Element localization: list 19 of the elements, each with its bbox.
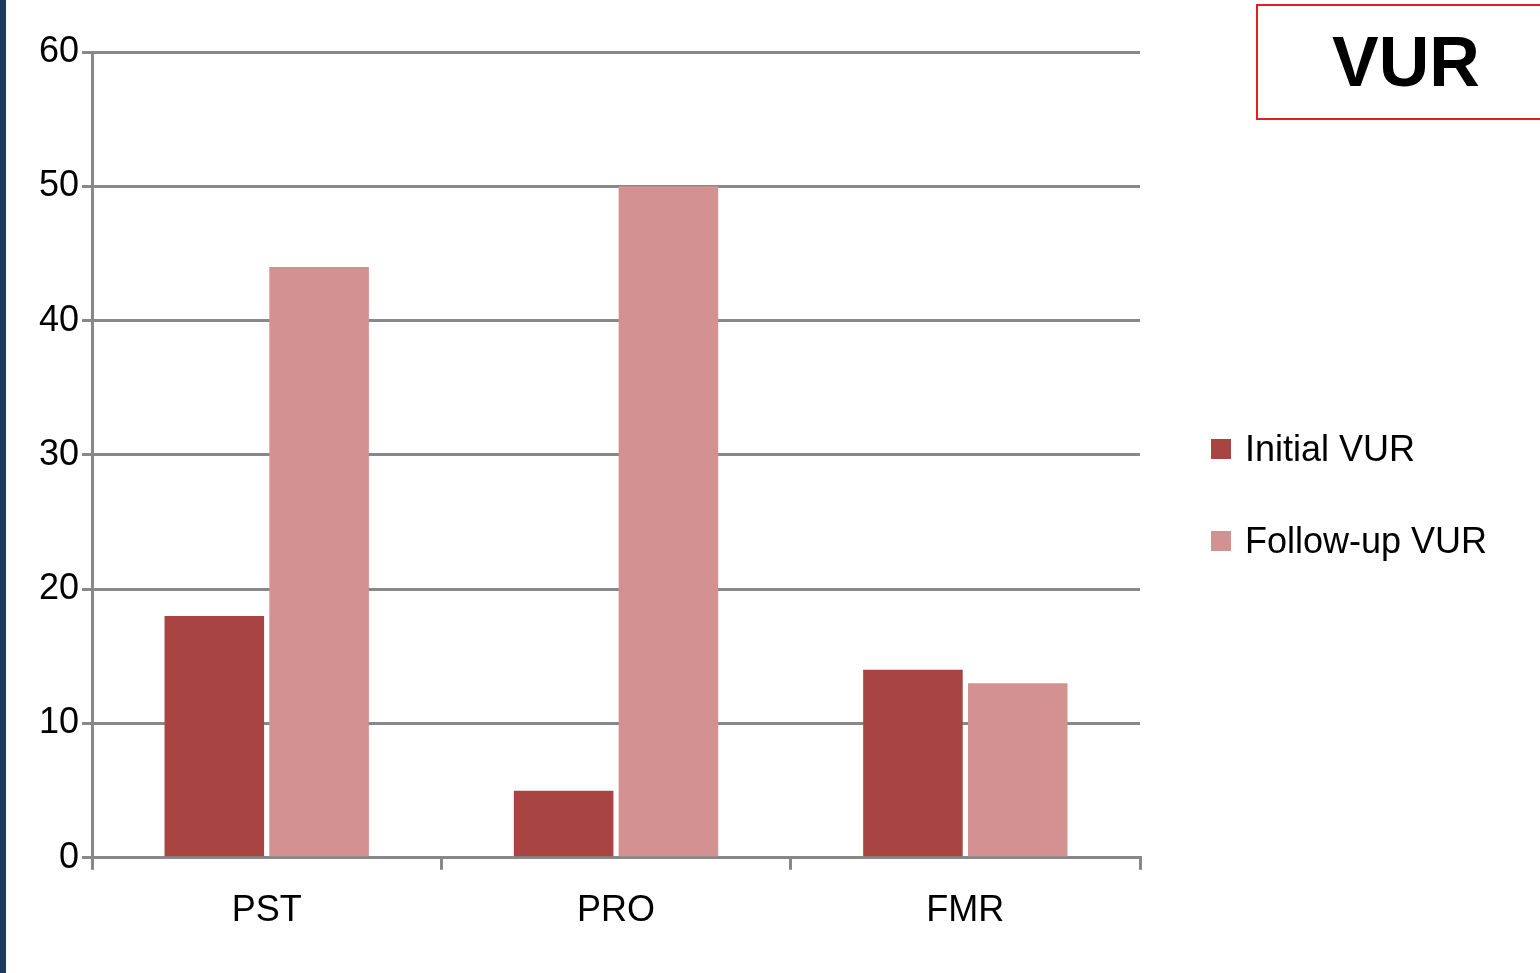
y-tick-label: 0: [59, 834, 80, 876]
bar: [513, 790, 614, 857]
bar: [863, 669, 963, 857]
x-tick-label: PST: [231, 888, 302, 930]
bar: [164, 616, 265, 857]
legend-label: Follow-up VUR: [1245, 520, 1488, 562]
y-tick-label: 30: [39, 431, 80, 473]
bar: [967, 683, 1068, 857]
text: VUR: [1256, 4, 1540, 120]
x-tick-label: FMR: [926, 888, 1005, 930]
x-tick-label: PRO: [577, 888, 656, 930]
bar: [618, 186, 719, 857]
y-tick-label: 60: [39, 28, 80, 70]
legend-label: Initial VUR: [1245, 428, 1416, 470]
y-tick-label: 40: [39, 297, 80, 339]
bar: [269, 266, 369, 857]
y-tick-label: 20: [39, 566, 80, 608]
y-tick-label: 50: [39, 163, 80, 205]
y-tick-label: 10: [39, 700, 80, 742]
